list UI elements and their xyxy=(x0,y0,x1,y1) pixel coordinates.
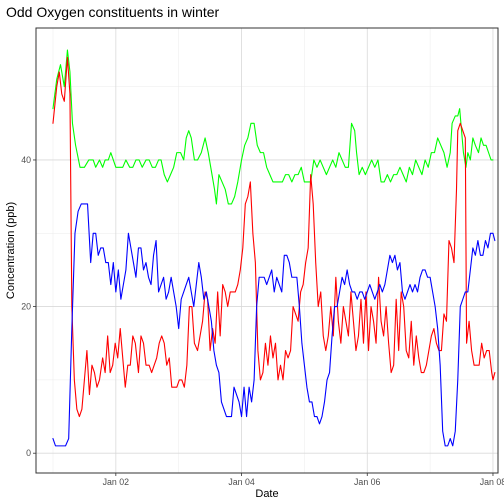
x-axis-label: Date xyxy=(255,488,278,500)
series-layer xyxy=(52,49,496,447)
plot-panel xyxy=(35,27,499,474)
x-axis: Jan 02 Jan 04 Jan 06 Jan 08 xyxy=(103,473,504,487)
panel-border xyxy=(35,27,499,474)
x-tick-label: Jan 08 xyxy=(480,477,504,487)
y-tick-label: 20 xyxy=(21,302,31,312)
x-tick-label: Jan 02 xyxy=(103,477,130,487)
series-line-2 xyxy=(52,203,496,447)
y-axis-label: Concentration (ppb) xyxy=(5,202,17,299)
y-axis: 0 20 40 xyxy=(21,155,36,458)
minor-gridlines xyxy=(36,28,498,473)
series-line-0 xyxy=(52,49,494,205)
x-tick-label: Jan 04 xyxy=(228,477,255,487)
x-tick-label: Jan 06 xyxy=(354,477,381,487)
major-gridlines xyxy=(36,28,498,473)
series-line-1 xyxy=(52,56,496,418)
y-tick-label: 40 xyxy=(21,155,31,165)
chart-title: Odd Oxygen constituents in winter xyxy=(6,4,220,20)
panel-background xyxy=(36,28,498,473)
y-tick-label: 0 xyxy=(26,448,31,458)
